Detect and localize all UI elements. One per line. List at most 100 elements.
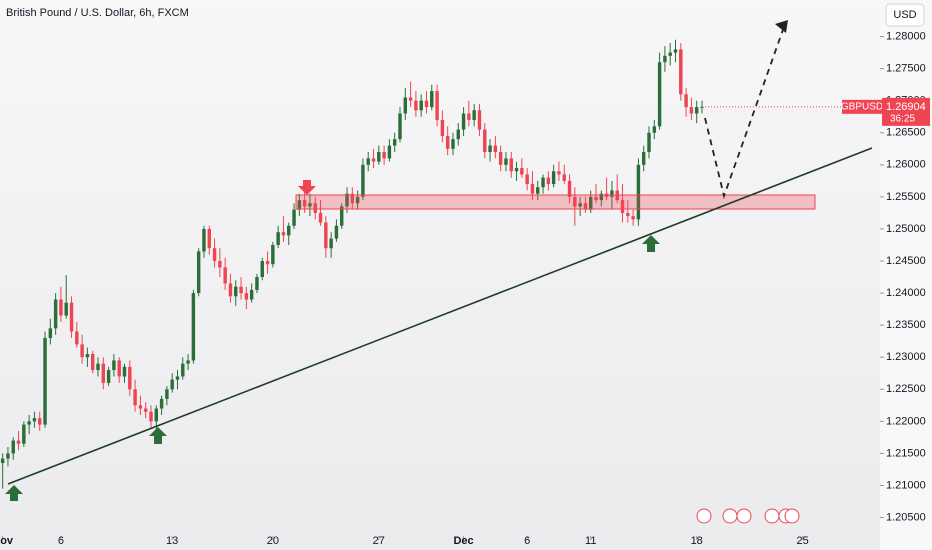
candle-body <box>106 370 111 383</box>
candle-body <box>297 200 302 210</box>
x-tick-label: 27 <box>373 535 385 547</box>
up-arrow <box>149 427 167 444</box>
candle-body <box>334 225 339 239</box>
candle-body <box>181 363 185 377</box>
candle-body <box>223 267 227 284</box>
candle-body <box>350 193 355 204</box>
icon[interactable] <box>696 508 712 524</box>
candle-body <box>186 360 190 364</box>
currency-button[interactable] <box>885 3 925 27</box>
candle-body <box>631 216 635 220</box>
candle-body <box>504 158 508 165</box>
last-price: 1.26904 <box>886 101 926 113</box>
candle-body <box>414 100 418 111</box>
candle-body <box>0 458 5 464</box>
candle-body <box>361 164 365 197</box>
candle-body <box>562 174 566 181</box>
candle-body <box>276 232 280 245</box>
x-tick-label: 11 <box>585 535 596 547</box>
candle-body <box>59 299 63 316</box>
y-tick-label: 1.26500 <box>886 127 926 139</box>
candle-body <box>498 151 503 165</box>
candle-body <box>546 177 551 185</box>
candle-body <box>557 171 561 175</box>
axis-labels: 1.280001.275001.270001.265001.260001.255… <box>0 30 930 547</box>
candle-body <box>377 151 381 162</box>
candle-body <box>509 158 513 172</box>
candle-body <box>467 113 471 120</box>
x-tick-label: 18 <box>691 535 703 547</box>
candle-body <box>599 193 604 201</box>
x-tick-label: 13 <box>166 535 178 547</box>
y-tick-label: 1.22000 <box>886 415 926 427</box>
symbol-tag <box>842 99 882 114</box>
up-arrow <box>642 235 660 252</box>
candle-body <box>75 331 79 345</box>
candle-body <box>117 360 121 377</box>
candle-body <box>551 171 556 185</box>
candle-body <box>69 302 74 332</box>
candle-body <box>668 52 672 56</box>
candle-body <box>567 180 572 197</box>
candle-body <box>387 145 392 159</box>
candle-body <box>488 145 492 152</box>
y-tick-label: 1.23000 <box>886 351 926 363</box>
candle-body <box>212 248 217 262</box>
x-tick-label: 20 <box>267 535 279 547</box>
candle-body <box>80 344 84 358</box>
candle-body <box>228 283 233 297</box>
projection-arrowhead <box>775 20 788 33</box>
candle-body <box>408 97 413 101</box>
candle-body <box>38 418 42 425</box>
y-tick-label: 1.22500 <box>886 383 926 395</box>
icon[interactable] <box>764 508 780 524</box>
candle-body <box>287 225 291 236</box>
candle-body <box>541 177 545 188</box>
x-tick-label: 6 <box>524 535 530 547</box>
candle-body <box>477 110 482 130</box>
y-tick-label: 1.20500 <box>886 511 926 523</box>
candle-body <box>583 203 588 210</box>
candle-body <box>663 55 667 63</box>
candle-body <box>456 129 460 140</box>
icon[interactable] <box>736 508 752 524</box>
candle-body <box>64 302 68 316</box>
candle-body <box>101 363 106 383</box>
candle-body <box>249 289 254 300</box>
icon[interactable] <box>722 508 738 524</box>
candle-body <box>218 261 222 268</box>
candle-body <box>90 354 95 371</box>
candle-body <box>610 190 614 197</box>
candle-body <box>694 107 699 114</box>
candle-body <box>48 328 53 338</box>
candle-body <box>149 411 153 422</box>
candle-body <box>589 196 593 210</box>
candle-body <box>647 132 651 152</box>
candle-body <box>483 129 487 152</box>
y-tick-label: 1.21000 <box>886 479 926 491</box>
candle-body <box>191 293 196 361</box>
x-tick-label: Nov <box>0 535 14 547</box>
icon[interactable] <box>784 508 800 524</box>
candle-body <box>175 376 180 380</box>
candle-body <box>170 379 174 390</box>
candle-body <box>371 158 376 162</box>
candle-body <box>128 366 132 390</box>
candle-body <box>239 286 243 294</box>
candle-body <box>154 408 159 422</box>
candle-body <box>122 366 127 377</box>
candle-body <box>626 212 630 217</box>
currency[interactable]: USD <box>893 9 916 21</box>
candle-body <box>32 418 37 422</box>
candle-body <box>594 196 598 201</box>
candle-body <box>684 94 688 108</box>
candle-body <box>536 187 540 194</box>
candle-body <box>435 91 439 120</box>
candle-body <box>461 113 466 130</box>
candle-body <box>143 408 148 412</box>
candle-body <box>525 174 529 185</box>
candle-body <box>652 126 657 133</box>
y-tick-label: 1.28000 <box>886 30 926 42</box>
y-tick-label: 1.23500 <box>886 319 926 331</box>
